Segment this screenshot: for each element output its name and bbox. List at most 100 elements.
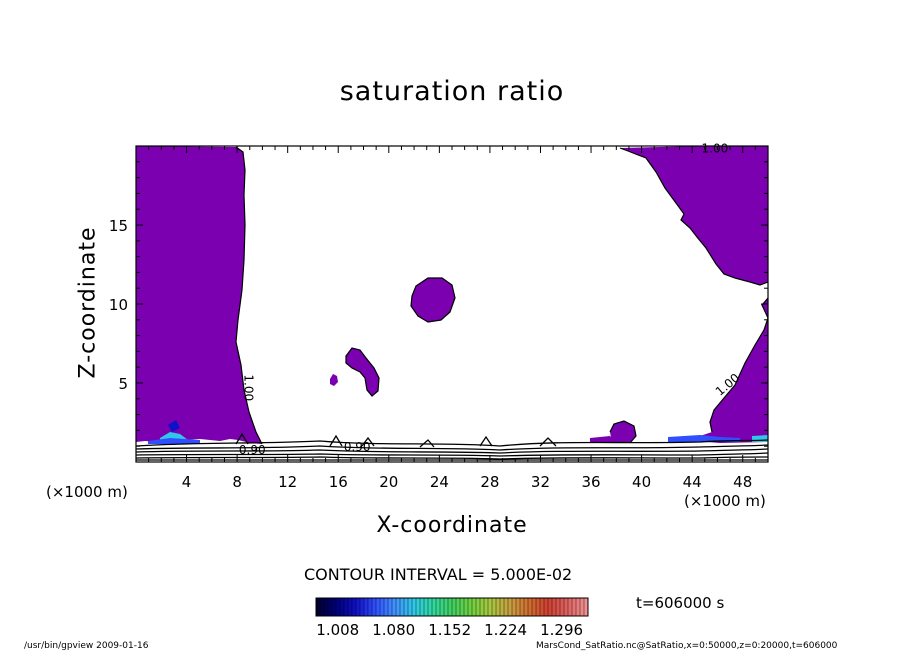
colorbar-cell: [372, 598, 377, 616]
colorbar-cell: [328, 598, 333, 616]
colorbar-cell: [476, 598, 481, 616]
colorbar-cell: [516, 598, 521, 616]
colorbar-cell: [492, 598, 497, 616]
colorbar-cell: [436, 598, 441, 616]
colorbar-cell: [416, 598, 421, 616]
supersat-blob-center: [411, 278, 455, 322]
colorbar-cell: [332, 598, 337, 616]
colorbar-cell: [564, 598, 569, 616]
colorbar-cell: [444, 598, 449, 616]
colorbar-cell: [504, 598, 509, 616]
contour-100: [235, 146, 768, 445]
colorbar-cell: [412, 598, 417, 616]
y-tick-label: 15: [109, 217, 128, 235]
colorbar-cell: [484, 598, 489, 616]
colorbar-cell: [320, 598, 325, 616]
colorbar-cell: [464, 598, 469, 616]
colorbar-cell: [468, 598, 473, 616]
colorbar-cell: [440, 598, 445, 616]
contour-label: 1.00: [702, 141, 729, 155]
colorbar-cell: [384, 598, 389, 616]
contour-label: 1.00: [242, 374, 256, 401]
colorbar-cell: [360, 598, 365, 616]
colorbar-cell: [528, 598, 533, 616]
colorbar-cell: [500, 598, 505, 616]
y-axis-unit: (×1000 m): [46, 483, 128, 501]
colorbar-cell: [376, 598, 381, 616]
colorbar-cell: [420, 598, 425, 616]
x-tick-label: 44: [683, 473, 702, 491]
colorbar-cell: [520, 598, 525, 616]
contour-interval-label: CONTOUR INTERVAL = 5.000E-02: [304, 565, 573, 584]
supersat-region-right-lower: [695, 298, 768, 443]
colorbar-cell: [392, 598, 397, 616]
colorbar-cell: [456, 598, 461, 616]
supersat-blob-bottom: [610, 421, 636, 443]
x-tick-label: 12: [278, 473, 297, 491]
colorbar-cell: [460, 598, 465, 616]
colorbar-cell: [496, 598, 501, 616]
colorbar-cell: [344, 598, 349, 616]
x-tick-label: 28: [480, 473, 499, 491]
colorbar: 1.008 1.080 1.152 1.224 1.296: [315, 597, 589, 639]
x-tick-label: 40: [632, 473, 651, 491]
x-tick-label: 20: [379, 473, 398, 491]
supersat-region-right: [620, 146, 768, 285]
colorbar-cell: [432, 598, 437, 616]
colorbar-cell: [348, 598, 353, 616]
colorbar-cell: [532, 598, 537, 616]
colorbar-cell: [540, 598, 545, 616]
colorbar-cell: [572, 598, 577, 616]
colorbar-cell: [352, 598, 357, 616]
colorbar-cell: [340, 598, 345, 616]
supersat-blob-bottom-2: [590, 436, 616, 443]
field-regions: [136, 146, 768, 461]
contour-label: 0.90: [344, 440, 371, 454]
colorbar-cell: [368, 598, 373, 616]
colorbar-cell: [480, 598, 485, 616]
colorbar-cell: [448, 598, 453, 616]
colorbar-cell: [380, 598, 385, 616]
colorbar-cell: [472, 598, 477, 616]
colorbar-cell: [336, 598, 341, 616]
colorbar-cell: [568, 598, 573, 616]
colorbar-cell: [508, 598, 513, 616]
supersat-blob-small: [346, 348, 379, 396]
colorbar-tick-label: 1.008: [316, 621, 359, 639]
x-tick-label: 32: [531, 473, 550, 491]
x-tick-label: 4: [182, 473, 192, 491]
colorbar-cell: [584, 598, 589, 616]
colorbar-tick-label: 1.224: [484, 621, 527, 639]
footer-program-date: /usr/bin/gpview 2009-01-16: [24, 641, 149, 651]
colorbar-cell: [556, 598, 561, 616]
colorbar-cell: [536, 598, 541, 616]
colorbar-cell: [524, 598, 529, 616]
x-tick-label: 48: [733, 473, 752, 491]
highsat-patch-left-2: [148, 438, 200, 444]
y-tick-label: 5: [118, 375, 128, 393]
colorbar-cell: [512, 598, 517, 616]
colorbar-cell: [364, 598, 369, 616]
highsat-patch-left-3: [168, 420, 180, 432]
colorbar-cell: [552, 598, 557, 616]
highsat-patch-right: [668, 435, 740, 442]
colorbar-cell: [324, 598, 329, 616]
colorbar-cell: [428, 598, 433, 616]
x-axis-label: X-coordinate: [376, 513, 528, 538]
colorbar-frame: [315, 597, 589, 617]
colorbar-cell: [580, 598, 585, 616]
colorbar-cell: [424, 598, 429, 616]
colorbar-cell: [404, 598, 409, 616]
footer-data-source: MarsCond_SatRatio.nc@SatRatio,x=0:50000,…: [536, 641, 838, 651]
x-tick-label: 8: [232, 473, 242, 491]
contour-label: 0.90: [239, 443, 266, 457]
x-tick-label: 24: [430, 473, 449, 491]
x-axis-unit: (×1000 m): [684, 492, 766, 510]
colorbar-cell: [560, 598, 565, 616]
colorbar-cell: [452, 598, 457, 616]
time-label: t=606000 s: [636, 594, 725, 612]
colorbar-cell: [396, 598, 401, 616]
colorbar-cell: [408, 598, 413, 616]
